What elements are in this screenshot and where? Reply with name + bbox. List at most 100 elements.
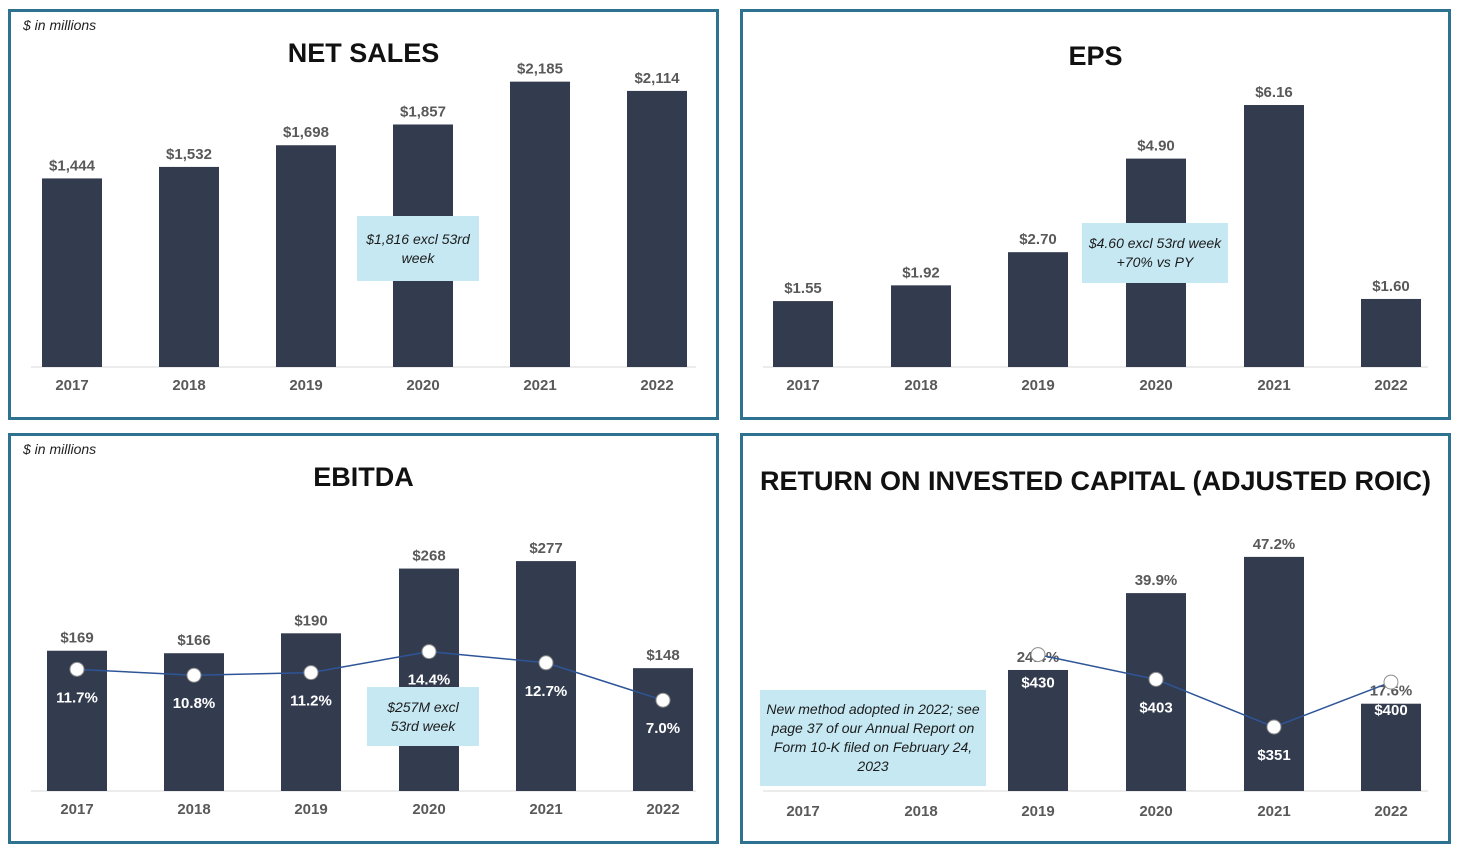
chart-title: EPS [1068, 41, 1123, 71]
line-point [421, 644, 437, 660]
series-line [76, 668, 195, 676]
x-tick-label: 2019 [294, 801, 327, 818]
line-point [303, 665, 319, 681]
x-tick-label: 2021 [1257, 803, 1290, 820]
eps-panel: EPS $1.55 2017 $1.92 2018 $2.70 2019 $4.90 2020… [740, 9, 1451, 420]
chart-title: EBITDA [313, 462, 414, 492]
series-line [1037, 653, 1157, 681]
x-tick-label: 2018 [904, 803, 937, 820]
bar [281, 633, 341, 791]
x-tick-label: 2018 [904, 377, 937, 394]
data-label: $190 [294, 612, 327, 629]
line-point [538, 655, 554, 671]
annotation-note: $4.60 excl 53rd week +70% vs PY [1082, 223, 1228, 283]
line-point-label: 11.7% [56, 689, 98, 706]
chart-title: NET SALES [287, 38, 440, 68]
x-tick-label: 2017 [60, 801, 93, 818]
data-label: $169 [60, 630, 93, 647]
bar [773, 301, 833, 367]
bar [1008, 252, 1068, 367]
x-tick-label: 2020 [1139, 803, 1172, 820]
x-tick-label: 2017 [55, 377, 88, 394]
line-point-label: $430 [1021, 675, 1054, 692]
x-tick-label: 2022 [646, 801, 679, 818]
data-label: $6.16 [1255, 84, 1293, 101]
data-label: $148 [646, 647, 679, 664]
data-label: $268 [412, 548, 445, 565]
line-point [1148, 671, 1164, 687]
ebitda-chart: $169 2017 $166 2018 $190 2019 $268 2020 $277 2021… [31, 540, 696, 818]
bar [1126, 593, 1186, 791]
line-point-label: 14.4% [408, 672, 451, 689]
series-line [193, 671, 312, 676]
x-tick-label: 2021 [523, 377, 556, 394]
x-tick-label: 2017 [786, 803, 819, 820]
data-label: $1,698 [283, 124, 329, 141]
line-point-label: 10.8% [173, 695, 216, 712]
data-label: $4.90 [1137, 138, 1175, 155]
data-label: $1,444 [49, 157, 96, 174]
x-tick-label: 2022 [1374, 377, 1407, 394]
x-tick-label: 2020 [406, 377, 439, 394]
x-tick-label: 2022 [1374, 803, 1407, 820]
chart-title: RETURN ON INVESTED CAPITAL (ADJUSTED ROI… [759, 466, 1432, 496]
series-line [545, 662, 664, 701]
roic-panel: RETURN ON INVESTED CAPITAL (ADJUSTED ROI… [740, 433, 1451, 844]
line-point [69, 661, 85, 677]
line-point-label: 12.7% [525, 683, 568, 700]
units-note: $ in millions [23, 441, 97, 457]
line-point [655, 692, 671, 708]
roic-chart: 2017201824.4%201939.9%202047.2%202117.6%… [763, 536, 1428, 820]
bar [1361, 298, 1421, 367]
series-line [1273, 681, 1392, 728]
annotation-note: $1,816 excl 53rd week [357, 216, 479, 281]
net-sales-panel: $ in millions NET SALES $1,444 2017 $1,532… [8, 9, 719, 420]
bar [627, 90, 687, 368]
bar [1361, 703, 1421, 791]
x-tick-label: 2022 [640, 377, 673, 394]
line-point-label: $351 [1257, 747, 1290, 764]
bar [516, 561, 576, 791]
data-label: $2,185 [517, 61, 563, 78]
data-label: $2.70 [1019, 231, 1057, 248]
line-point-label: $403 [1139, 699, 1172, 716]
line-point [1030, 647, 1046, 663]
data-label: 47.2% [1253, 536, 1296, 553]
x-tick-label: 2018 [172, 377, 205, 394]
bar [1244, 105, 1304, 367]
x-tick-label: 2018 [177, 801, 210, 818]
data-label: $166 [177, 632, 210, 649]
x-tick-label: 2021 [529, 801, 562, 818]
x-tick-label: 2017 [786, 377, 819, 394]
bar [159, 166, 219, 367]
series-line [428, 650, 547, 664]
bar [1244, 556, 1304, 791]
eps-chart: $1.55 2017 $1.92 2018 $2.70 2019 $4.90 2020 $6.1… [763, 84, 1428, 394]
line-point-label: 7.0% [646, 720, 680, 737]
bar [276, 145, 336, 367]
data-label: 39.9% [1135, 572, 1178, 589]
ebitda-panel: $ in millions EBITDA $169 2017 $166 2018 $19… [8, 433, 719, 844]
line-point [186, 667, 202, 683]
data-label: $1.55 [784, 280, 822, 297]
line-point-label: $400 [1374, 702, 1407, 719]
x-tick-label: 2019 [1021, 377, 1054, 394]
x-tick-label: 2020 [412, 801, 445, 818]
x-tick-label: 2020 [1139, 377, 1172, 394]
data-label: $1,532 [166, 146, 212, 163]
line-point [1266, 719, 1282, 735]
bar [42, 178, 102, 367]
bar [633, 668, 693, 791]
bar [510, 81, 570, 367]
data-label: $2,114 [634, 70, 680, 87]
annotation-note: New method adopted in 2022; see page 37 … [760, 690, 986, 786]
series-line [1155, 678, 1275, 728]
units-note: $ in millions [23, 17, 97, 33]
net-sales-chart: $1,444 2017 $1,532 2018 $1,698 2019 $1,857 2020… [31, 61, 696, 394]
bar [891, 285, 951, 367]
data-label: $1.60 [1372, 278, 1410, 295]
bar [1008, 669, 1068, 791]
series-line [310, 650, 430, 674]
data-label: $1,857 [400, 103, 446, 120]
data-label: $277 [529, 540, 562, 557]
